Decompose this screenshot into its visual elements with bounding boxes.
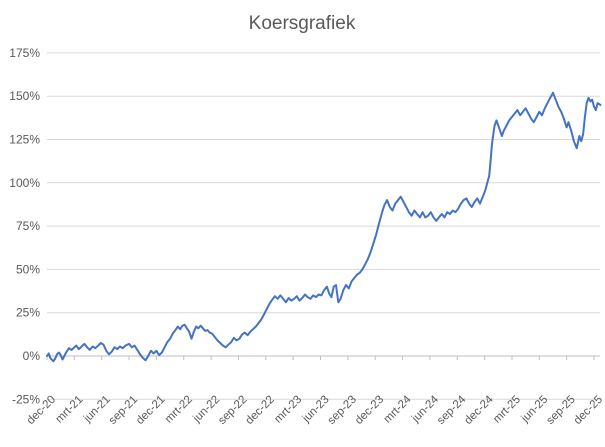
x-tick-label: dec-23 xyxy=(353,394,386,427)
x-tick-label: dec-22 xyxy=(244,394,277,427)
x-axis xyxy=(46,355,600,360)
y-tick-label: 50% xyxy=(16,262,40,276)
series-line-group xyxy=(46,91,602,363)
y-tick-label: 25% xyxy=(16,306,40,320)
y-tick-label: 75% xyxy=(16,219,40,233)
x-tick-label: sep-21 xyxy=(107,394,140,427)
x-tick-label: sep-25 xyxy=(544,394,577,427)
y-tick-label: 100% xyxy=(9,176,40,190)
x-axis-labels: dec-20mrt-21jun-21sep-21dec-21mrt-22jun-… xyxy=(25,393,605,427)
y-tick-label: 125% xyxy=(9,133,40,147)
y-tick-label: 0% xyxy=(23,349,41,363)
x-tick-label: sep-23 xyxy=(326,394,359,427)
y-tick-label: 175% xyxy=(9,46,40,60)
price-series-line xyxy=(46,91,602,363)
x-tick-label: mrt-24 xyxy=(382,393,414,425)
x-tick-label: mrt-25 xyxy=(491,394,523,426)
x-tick-label: dec-21 xyxy=(134,394,167,427)
y-tick-label: -25% xyxy=(12,392,40,406)
x-tick-label: mrt-22 xyxy=(163,394,195,426)
x-tick-label: mrt-23 xyxy=(272,394,304,426)
x-tick-label: sep-24 xyxy=(435,393,469,427)
x-tick-label: dec-24 xyxy=(462,393,496,427)
chart-title: Koersgrafiek xyxy=(249,13,356,34)
x-tick-label: mrt-21 xyxy=(53,394,85,426)
y-tick-label: 150% xyxy=(9,89,40,103)
y-axis-labels: -25% 0% 25% 50% 75% 100% 125% 150% 175% xyxy=(9,46,40,406)
x-tick-label: dec-25 xyxy=(572,394,605,427)
x-tick-label: sep-22 xyxy=(216,394,249,427)
gridlines xyxy=(47,52,600,400)
